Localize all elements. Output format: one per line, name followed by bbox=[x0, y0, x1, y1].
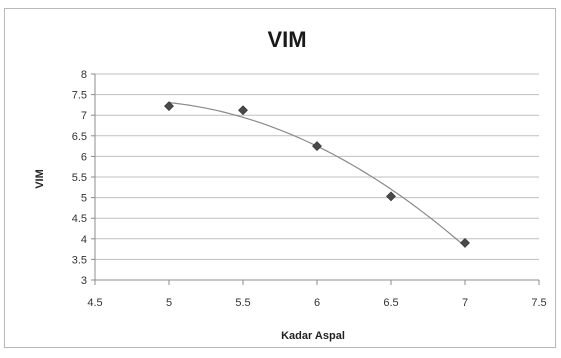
x-tick-label: 7.5 bbox=[531, 297, 546, 309]
x-tick-label: 5.5 bbox=[235, 297, 250, 309]
y-tick-label: 3.5 bbox=[72, 254, 87, 266]
vim-chart: VIM 3 3.5 4 4.5 5 5.5 6 6.5 7 7.5 8 4.5 5 5.5 6 6.5 7 7.5… bbox=[34, 27, 547, 342]
y-tick-label: 4 bbox=[81, 234, 87, 246]
data-point bbox=[312, 141, 322, 152]
x-tick-label: 4.5 bbox=[87, 297, 102, 309]
y-tick-label: 7 bbox=[81, 110, 87, 122]
trendline bbox=[168, 102, 466, 247]
y-tick-label: 5.5 bbox=[72, 172, 87, 184]
y-tick-label: 6 bbox=[81, 151, 87, 163]
data-point bbox=[460, 237, 470, 248]
x-tick-label: 6 bbox=[314, 297, 320, 309]
y-tick-label: 4.5 bbox=[72, 213, 87, 225]
x-tick-label: 5 bbox=[166, 297, 172, 309]
chart-title: VIM bbox=[267, 27, 306, 52]
data-points bbox=[164, 101, 470, 248]
x-tick-label: 7 bbox=[462, 297, 468, 309]
y-tick-label: 8 bbox=[81, 69, 87, 81]
chart-frame: VIM 3 3.5 4 4.5 5 5.5 6 6.5 7 7.5 8 4.5 5 5.5 6 6.5 7 7.5… bbox=[4, 8, 556, 348]
data-point bbox=[238, 105, 248, 116]
y-tick-label: 7.5 bbox=[72, 90, 87, 102]
y-axis-label: VIM bbox=[34, 169, 46, 189]
data-point bbox=[164, 101, 174, 112]
x-tick-label: 6.5 bbox=[383, 297, 398, 309]
gridlines bbox=[95, 73, 539, 281]
axes bbox=[91, 73, 540, 285]
y-tick-label: 5 bbox=[81, 193, 87, 205]
y-tick-label: 3 bbox=[81, 275, 87, 287]
trendline-layer bbox=[168, 102, 466, 247]
tick-labels: 3 3.5 4 4.5 5 5.5 6 6.5 7 7.5 8 4.5 5 5.5 6 6.5 7 7.5 bbox=[72, 69, 547, 309]
y-tick-label: 6.5 bbox=[72, 131, 87, 143]
data-point bbox=[386, 191, 396, 202]
x-axis-label: Kadar Aspal bbox=[281, 330, 345, 342]
